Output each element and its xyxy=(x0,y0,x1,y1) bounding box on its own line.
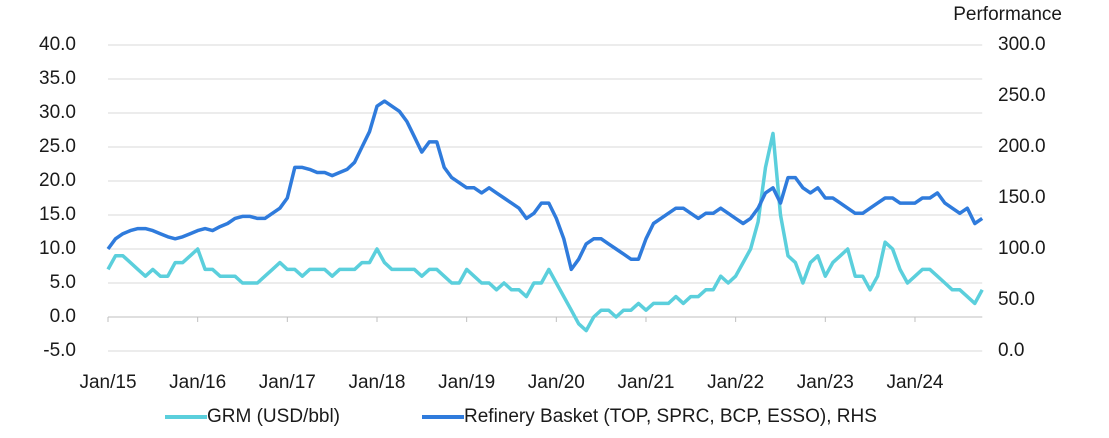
x-tick-label: Jan/20 xyxy=(528,372,585,393)
x-tick-label: Jan/16 xyxy=(169,372,226,393)
y-tick-label: 15.0 xyxy=(39,204,76,225)
y2-tick-label: 0.0 xyxy=(998,340,1024,361)
y-tick-label: 0.0 xyxy=(50,306,76,327)
legend-label: GRM (USD/bbl) xyxy=(207,406,340,427)
series-line xyxy=(106,131,984,333)
x-tick-label: Jan/17 xyxy=(259,372,316,393)
y-tick-label: 10.0 xyxy=(39,238,76,259)
y2-tick-label: 250.0 xyxy=(998,85,1046,106)
x-tick-label: Jan/15 xyxy=(79,372,136,393)
legend-label: Refinery Basket (TOP, SPRC, BCP, ESSO), … xyxy=(464,406,877,427)
y-tick-label: 25.0 xyxy=(39,136,76,157)
y-tick-label: 35.0 xyxy=(39,68,76,89)
x-tick-label: Jan/22 xyxy=(707,372,764,393)
x-tick-label: Jan/21 xyxy=(617,372,674,393)
y-tick-label: 30.0 xyxy=(39,102,76,123)
y2-tick-label: 150.0 xyxy=(998,187,1046,208)
y-tick-label: 5.0 xyxy=(50,272,76,293)
y2-tick-label: 300.0 xyxy=(998,34,1046,55)
x-tick-label: Jan/24 xyxy=(886,372,943,393)
series-line xyxy=(106,99,984,272)
y2-tick-label: 50.0 xyxy=(998,289,1035,310)
y-tick-label: -5.0 xyxy=(43,340,76,361)
y-tick-label: 40.0 xyxy=(39,34,76,55)
x-tick-label: Jan/18 xyxy=(348,372,405,393)
x-tick-label: Jan/19 xyxy=(438,372,495,393)
x-tick-label: Jan/23 xyxy=(797,372,854,393)
y-tick-label: 20.0 xyxy=(39,170,76,191)
y2-axis-label: Performance xyxy=(953,4,1062,25)
y2-tick-label: 100.0 xyxy=(998,238,1046,259)
y2-tick-label: 200.0 xyxy=(998,136,1046,157)
